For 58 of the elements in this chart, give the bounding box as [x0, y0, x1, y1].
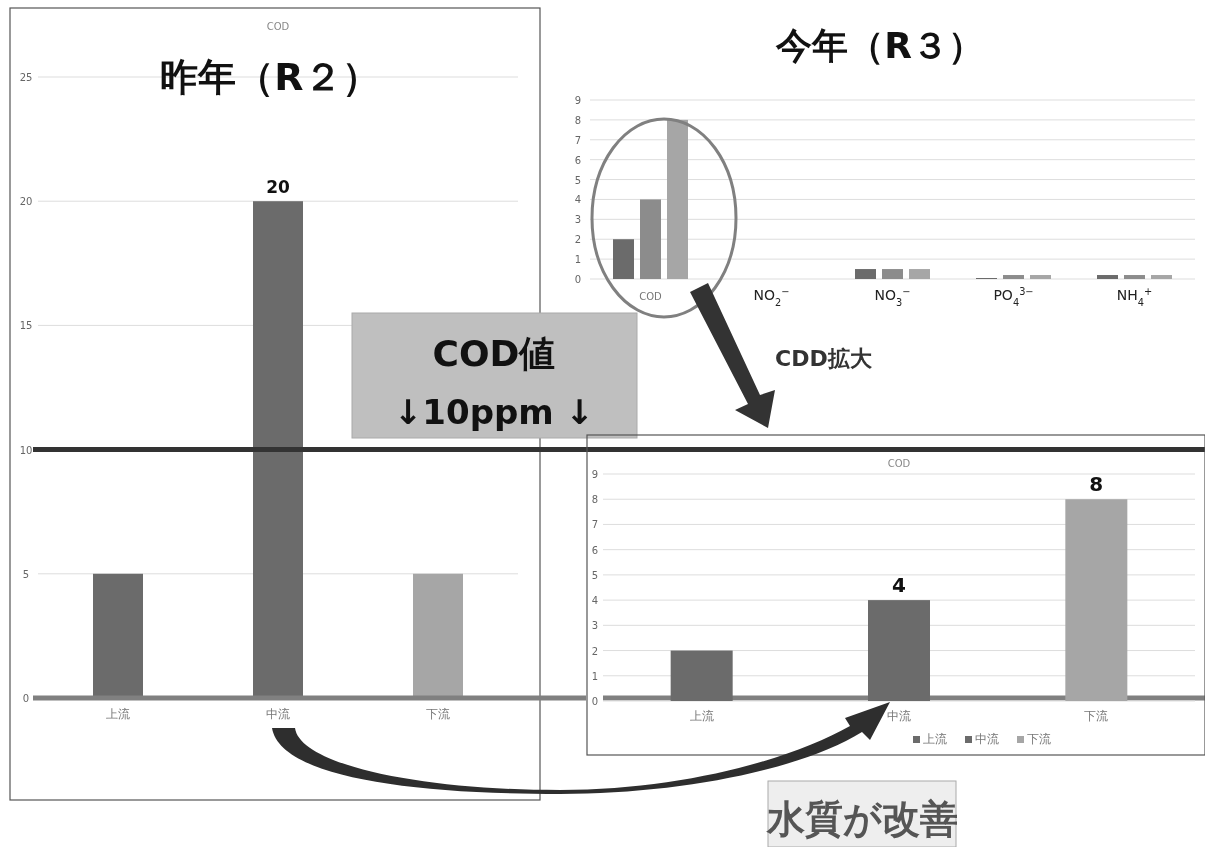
- chart-subtitle: 昨年（R２）: [160, 55, 380, 99]
- bar: [1124, 275, 1145, 279]
- bar: [667, 119, 688, 279]
- y-tick-label: 1: [574, 254, 582, 266]
- legend-label: 中流: [975, 732, 999, 746]
- y-tick-label: 6: [591, 544, 599, 556]
- text: CDD拡大: [775, 346, 872, 371]
- legend-label: 上流: [923, 732, 947, 746]
- y-tick-label: 9: [591, 469, 599, 480]
- y-tick-label: 1: [591, 670, 599, 682]
- bar: [1097, 275, 1118, 279]
- y-tick-label: 5: [591, 569, 599, 581]
- data-label: 8: [1089, 472, 1104, 497]
- bar: [1003, 275, 1024, 279]
- x-tick-label: COD: [639, 291, 663, 302]
- y-tick-label: 8: [574, 114, 582, 126]
- bar: [613, 239, 634, 279]
- chart-title: COD: [887, 458, 911, 469]
- y-tick-label: 7: [591, 519, 599, 531]
- bar: [1151, 275, 1172, 279]
- y-tick-label: 25: [19, 72, 33, 83]
- chart-title: 今年（R３）: [775, 25, 984, 66]
- bar: [855, 269, 876, 279]
- y-tick-label: 4: [574, 194, 582, 206]
- y-tick-label: 6: [574, 154, 582, 166]
- y-tick-label: 10: [19, 444, 33, 456]
- y-tick-label: 0: [22, 693, 30, 704]
- bar: [1030, 275, 1051, 279]
- y-tick-label: 4: [591, 595, 599, 607]
- y-tick-label: 7: [574, 134, 582, 146]
- x-tick-label: 上流: [106, 707, 130, 721]
- y-tick-label: 3: [574, 214, 582, 226]
- bar: [882, 269, 903, 279]
- bar: [909, 269, 930, 279]
- y-tick-label: 20: [19, 196, 33, 208]
- x-tick-label: 中流: [887, 709, 911, 723]
- y-tick-label: 15: [19, 320, 33, 332]
- data-label: 4: [892, 573, 906, 598]
- data-label: 20: [266, 177, 290, 198]
- y-tick-label: 8: [591, 494, 599, 506]
- bar: [640, 199, 661, 279]
- y-tick-label: 2: [574, 234, 582, 246]
- legend-label: 下流: [1027, 732, 1051, 746]
- y-tick-label: 5: [22, 568, 30, 580]
- annotation: ↓10ppm ↓: [393, 392, 595, 432]
- y-tick-label: 0: [591, 696, 599, 707]
- text: 水質が改善: [765, 797, 958, 841]
- y-tick-label: 9: [574, 95, 582, 106]
- y-tick-label: 3: [591, 620, 599, 632]
- y-tick-label: 5: [574, 174, 582, 186]
- x-tick-label: 下流: [1084, 709, 1109, 723]
- x-tick-label: 上流: [689, 709, 714, 723]
- x-tick-label: 下流: [426, 707, 450, 721]
- chart-title: COD: [266, 21, 290, 32]
- y-tick-label: 0: [574, 274, 582, 285]
- x-tick-label: 中流: [266, 707, 290, 721]
- annotation: COD値: [432, 333, 556, 374]
- y-tick-label: 2: [591, 645, 599, 657]
